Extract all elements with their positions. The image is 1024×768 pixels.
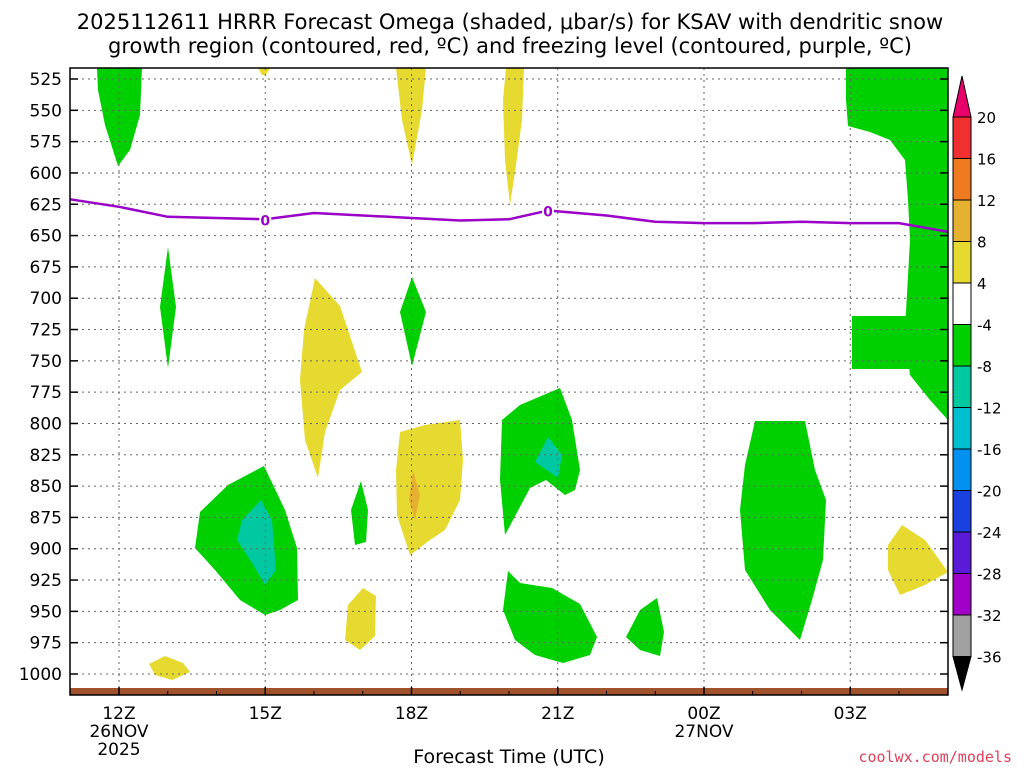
y-tick-label: 900 xyxy=(30,540,62,560)
colorbar-segment xyxy=(952,282,972,325)
x-tick-label: 12Z xyxy=(102,704,135,724)
omega-region-sinking-16z xyxy=(300,278,362,478)
colorbar-level-label: -28 xyxy=(977,566,1002,584)
omega-region-rising-17z xyxy=(351,481,368,545)
y-tick-label: 775 xyxy=(30,383,62,403)
colorbar-segment xyxy=(952,116,972,159)
omega-region-sinking-top-1 xyxy=(258,68,270,75)
omega-region-sinking-top-3 xyxy=(503,68,524,205)
y-tick-label: 650 xyxy=(30,227,62,247)
omega-region-sinking-east-low xyxy=(888,525,948,595)
colorbar-segment xyxy=(952,490,972,533)
y-tick-label: 550 xyxy=(30,101,62,121)
colorbar-level-label: -16 xyxy=(977,441,1002,459)
y-tick-label: 725 xyxy=(30,321,62,341)
colorbar-segment xyxy=(952,573,972,616)
x-tick-label: 15Z xyxy=(249,704,282,724)
x-tick-label: 00Z xyxy=(687,704,720,724)
x-tick-year: 2025 xyxy=(97,740,140,760)
colorbar-level-label: -12 xyxy=(977,400,1002,418)
y-tick-label: 875 xyxy=(30,508,62,528)
omega-region-sinking-1000 xyxy=(149,656,190,680)
chart-title-line1: 2025112611 HRRR Forecast Omega (shaded, … xyxy=(77,10,943,34)
colorbar-segment xyxy=(952,158,972,201)
colorbar-level-label: -24 xyxy=(977,524,1002,542)
y-tick-label: 975 xyxy=(30,634,62,654)
y-tick-label: 525 xyxy=(30,70,62,90)
colorbar-level-label: 16 xyxy=(977,151,996,169)
colorbar-level-label: -8 xyxy=(977,358,992,376)
colorbar-segment xyxy=(952,614,972,657)
y-tick-label: 825 xyxy=(30,446,62,466)
omega-region-sinking-17z-low xyxy=(345,588,376,650)
colorbar-segment xyxy=(952,448,972,491)
credit-link[interactable]: coolwx.com/models xyxy=(858,748,1012,766)
colorbar-level-label: 12 xyxy=(977,192,996,210)
y-tick-label: 950 xyxy=(30,602,62,622)
colorbar-level-label: -20 xyxy=(977,483,1002,501)
colorbar-bottom-arrow xyxy=(952,656,972,692)
x-tick-date: 27NOV xyxy=(674,722,733,742)
omega-region-rising-02z xyxy=(740,421,826,640)
chart-title-line2: growth region (contoured, red, ºC) and f… xyxy=(108,34,912,58)
x-axis-label: Forecast Time (UTC) xyxy=(413,746,604,768)
freezing-level-labels: 00 xyxy=(259,201,554,229)
omega-region-sinking-18z xyxy=(396,420,463,555)
omega-region-rising-small-2 xyxy=(400,277,426,366)
colorbar-segment xyxy=(952,241,972,284)
freezing-label-bg xyxy=(542,201,554,219)
freezing-level-line xyxy=(70,198,949,234)
grid-lines xyxy=(70,68,948,695)
omega-region-rising-23z xyxy=(626,598,664,656)
colorbar-level-label: -4 xyxy=(977,317,992,335)
colorbar-segment xyxy=(952,407,972,450)
x-tick-label: 03Z xyxy=(834,704,867,724)
omega-region-rising-small-1 xyxy=(160,247,176,368)
y-tick-label: 800 xyxy=(30,414,62,434)
y-tick-label: 575 xyxy=(30,133,62,153)
y-tick-label: 850 xyxy=(30,477,62,497)
colorbar-segment xyxy=(952,199,972,242)
y-tick-label: 700 xyxy=(30,289,62,309)
y-tick-label: 600 xyxy=(30,164,62,184)
omega-region-rising-block xyxy=(852,316,910,369)
colorbar-segment xyxy=(952,324,972,367)
freezing-label-bg xyxy=(259,210,272,228)
y-tick-label: 925 xyxy=(30,571,62,591)
colorbar-level-label: -32 xyxy=(977,607,1002,625)
omega-shaded-field xyxy=(97,68,948,680)
y-tick-label: 675 xyxy=(30,258,62,278)
x-tick-label: 18Z xyxy=(395,704,428,724)
y-tick-label: 1000 xyxy=(19,665,62,685)
colorbar-segment xyxy=(952,531,972,574)
omega-region-rising-21z-core xyxy=(535,437,562,478)
x-tick-label: 21Z xyxy=(541,704,574,724)
colorbar-level-label: 8 xyxy=(977,234,987,252)
colorbar-level-label: 4 xyxy=(977,275,987,293)
y-tick-label: 625 xyxy=(30,195,62,215)
colorbar-level-label: -36 xyxy=(977,649,1002,667)
colorbar-top-arrow xyxy=(952,75,972,118)
omega-region-rising-21z-low xyxy=(503,571,597,663)
y-tick-label: 750 xyxy=(30,352,62,372)
colorbar-segment xyxy=(952,365,972,408)
y-axis: 525 550 575 600 625 650 675 700 725 750 775 800 825 8… xyxy=(19,70,948,685)
freezing-level-label: 0 xyxy=(260,213,270,229)
x-tick-date: 26NOV xyxy=(89,722,148,742)
omega-region-rising-east xyxy=(846,68,948,420)
colorbar: 20 16 12 8 4 -4 -8 -12 -16 -20 -24 -28 -32 -36 xyxy=(952,75,1002,692)
colorbar-level-label: 20 xyxy=(977,109,996,127)
freezing-level-label: 0 xyxy=(543,205,553,221)
omega-region-rising-14z-core xyxy=(237,500,276,585)
